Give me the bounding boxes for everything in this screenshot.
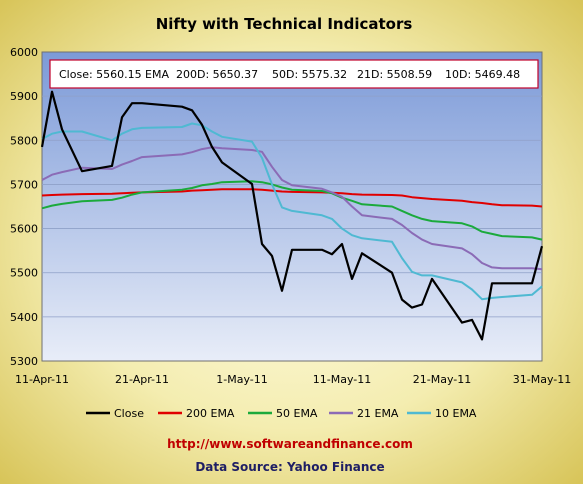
legend-label: 21 EMA bbox=[357, 407, 399, 420]
x-tick-label: 31-May-11 bbox=[513, 373, 571, 386]
info-box bbox=[49, 59, 539, 89]
y-tick-label: 5900 bbox=[10, 90, 38, 103]
x-tick-label: 11-May-11 bbox=[313, 373, 371, 386]
series-line-50-ema bbox=[41, 180, 543, 241]
x-tick-label: 1-May-11 bbox=[216, 373, 267, 386]
info-ema-label: EMA bbox=[145, 68, 169, 81]
legend: Close 200 EMA 50 EMA 21 EMA 10 EMA bbox=[86, 407, 477, 420]
y-axis-ticks: 5300 5400 5500 5600 5700 5800 5900 6000 bbox=[10, 46, 38, 368]
legend-label: 200 EMA bbox=[186, 407, 235, 420]
series-line-10-ema bbox=[41, 122, 543, 301]
y-tick-label: 5500 bbox=[10, 267, 38, 280]
x-axis-ticks: 11-Apr-11 21-Apr-11 1-May-11 11-May-11 21-Ma… bbox=[15, 373, 571, 386]
x-tick-label: 21-May-11 bbox=[413, 373, 471, 386]
y-tick-label: 5600 bbox=[10, 223, 38, 236]
y-tick-label: 6000 bbox=[10, 46, 38, 59]
info-50d: 50D: 5575.32 bbox=[272, 68, 347, 81]
legend-label: 10 EMA bbox=[435, 407, 477, 420]
series-line-21-ema bbox=[41, 146, 543, 271]
y-tick-label: 5700 bbox=[10, 178, 38, 191]
info-200d: 200D: 5650.37 bbox=[176, 68, 258, 81]
info-21d: 21D: 5508.59 bbox=[357, 68, 432, 81]
y-tick-label: 5800 bbox=[10, 134, 38, 147]
footer-source: Data Source: Yahoo Finance bbox=[195, 460, 384, 474]
info-close: Close: 5560.15 bbox=[59, 68, 142, 81]
info-10d: 10D: 5469.48 bbox=[445, 68, 520, 81]
footer-url: http://www.softwareandfinance.com bbox=[167, 437, 413, 451]
series-line-close bbox=[40, 90, 544, 341]
series-line-200-ema bbox=[41, 188, 543, 208]
x-tick-label: 21-Apr-11 bbox=[115, 373, 169, 386]
series-lines bbox=[40, 90, 544, 341]
legend-label: Close bbox=[114, 407, 144, 420]
plot-area bbox=[41, 51, 543, 362]
x-tick-label: 11-Apr-11 bbox=[15, 373, 69, 386]
chart-title: Nifty with Technical Indicators bbox=[156, 15, 413, 33]
legend-label: 50 EMA bbox=[276, 407, 318, 420]
y-tick-label: 5400 bbox=[10, 311, 38, 324]
y-tick-label: 5300 bbox=[10, 355, 38, 368]
